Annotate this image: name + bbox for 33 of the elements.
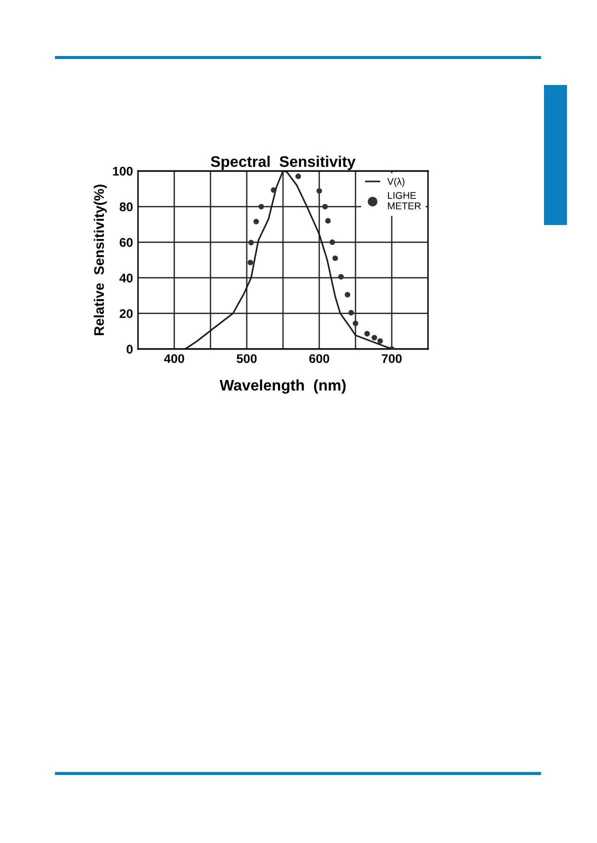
point: [372, 334, 378, 340]
point: [344, 292, 350, 298]
point: [316, 188, 322, 194]
y-tick-label: 40: [119, 274, 133, 282]
y-tick-label: 100: [113, 166, 133, 176]
point: [338, 274, 344, 280]
point: [332, 255, 338, 261]
x-axis-title: Wavelength (nm): [220, 379, 346, 394]
x-tick-label: 500: [236, 354, 257, 364]
point: [322, 204, 328, 210]
chart-title: Spectral Sensitivity: [210, 156, 356, 170]
point: [258, 204, 264, 210]
point: [248, 240, 254, 246]
point: [325, 218, 331, 224]
y-tick-label: 0: [126, 344, 133, 354]
point: [295, 174, 302, 180]
point: [377, 338, 383, 344]
y-tick-label: 60: [120, 238, 133, 247]
x-tick-label: 700: [382, 354, 402, 364]
y-tick-label: 80: [120, 202, 133, 212]
x-tick-label: 400: [164, 354, 184, 364]
point: [348, 310, 354, 316]
y-axis-title: Relative Sensitivity(%): [94, 184, 107, 336]
point: [270, 187, 276, 193]
y-tick-label: 20: [120, 309, 133, 318]
point: [330, 239, 336, 245]
legend-label: V(λ): [387, 178, 404, 187]
x-tick-label: 600: [309, 354, 330, 364]
legend-label: LIGHE METER: [388, 192, 421, 210]
point: [248, 260, 254, 266]
point: [364, 330, 370, 336]
point: [352, 320, 358, 326]
point: [253, 218, 259, 224]
